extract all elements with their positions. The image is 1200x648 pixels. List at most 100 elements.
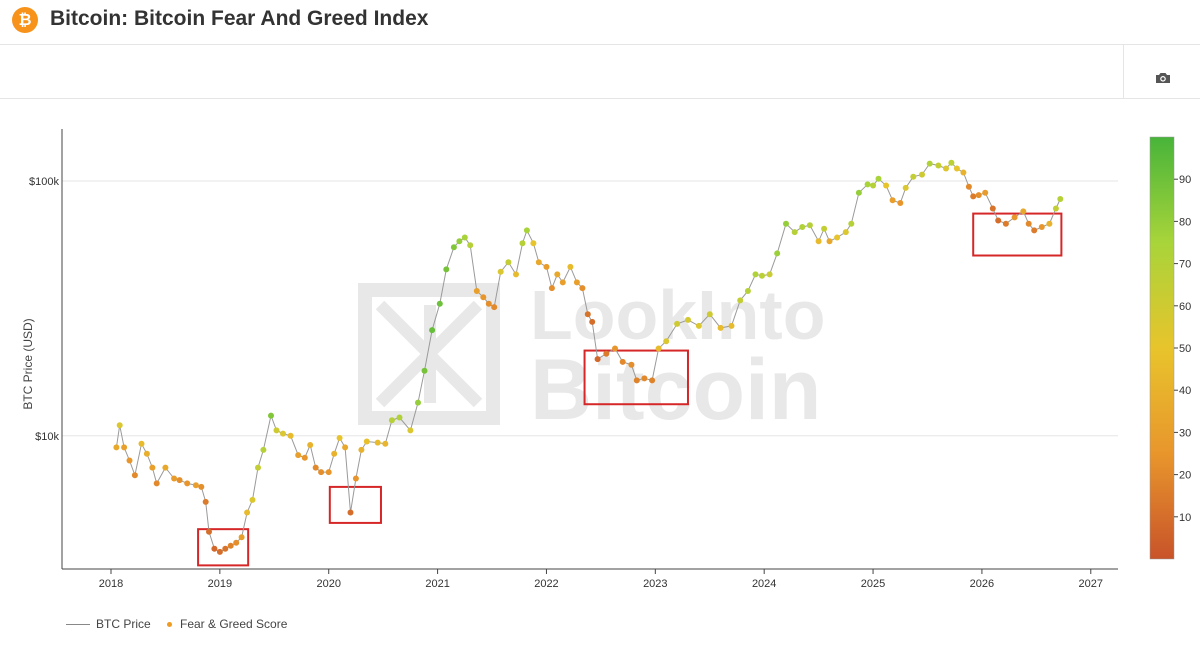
legend-label-btc-price: BTC Price xyxy=(96,617,151,631)
fear-greed-point xyxy=(149,464,156,471)
x-tick-label: 2018 xyxy=(99,578,123,590)
fear-greed-point xyxy=(943,165,949,172)
fear-greed-point xyxy=(806,222,813,229)
fear-greed-point xyxy=(268,412,274,419)
chart-gridlines xyxy=(62,180,1118,437)
fear-greed-point xyxy=(612,345,618,352)
fear-greed-point xyxy=(342,444,349,451)
fear-greed-point xyxy=(902,184,909,191)
fear-greed-point xyxy=(513,271,519,278)
fear-greed-point xyxy=(287,432,294,439)
bitcoin-logo-icon: ₿ xyxy=(12,7,38,33)
fear-greed-point xyxy=(407,427,414,434)
fear-greed-point xyxy=(717,324,724,331)
fear-greed-point xyxy=(1011,214,1018,221)
colorbar-tick-label: 80 xyxy=(1179,216,1191,228)
fear-greed-point xyxy=(131,472,138,479)
fear-greed-point xyxy=(202,498,209,505)
colorbar-gradient xyxy=(1149,136,1175,560)
fear-greed-point xyxy=(325,469,332,476)
fear-greed-point xyxy=(450,244,457,251)
fear-greed-point xyxy=(889,197,896,204)
fear-greed-point xyxy=(975,192,982,199)
fear-greed-point xyxy=(211,545,218,552)
fear-greed-point xyxy=(791,229,798,236)
fear-greed-point xyxy=(548,285,555,292)
fear-greed-point xyxy=(443,266,450,273)
fear-greed-point xyxy=(752,271,759,278)
fear-greed-point xyxy=(774,250,781,257)
fear-greed-point xyxy=(388,417,395,424)
fear-greed-point xyxy=(919,171,925,178)
y-axis-title: BTC Price (USD) xyxy=(21,318,35,409)
colorbar-tick-label: 30 xyxy=(1179,427,1191,439)
fear-greed-point xyxy=(559,279,566,286)
fear-greed-point xyxy=(826,238,833,245)
y-tick-label: $10k xyxy=(35,431,59,443)
fear-greed-point xyxy=(834,234,841,241)
fear-greed-point xyxy=(855,189,862,196)
fear-greed-point xyxy=(897,200,904,206)
y-tick-label: $100k xyxy=(29,176,59,188)
fear-greed-point xyxy=(436,300,443,307)
fear-greed-point xyxy=(744,288,751,294)
fear-greed-point xyxy=(138,440,145,447)
fear-greed-point xyxy=(473,288,480,294)
highlight-box xyxy=(972,212,1063,257)
legend-item-btc-price[interactable]: BTC Price xyxy=(66,617,151,631)
fear-greed-point xyxy=(1057,196,1064,202)
fear-greed-point xyxy=(543,263,550,270)
fear-greed-point xyxy=(415,399,421,406)
fear-greed-point xyxy=(821,225,828,232)
fear-greed-point xyxy=(374,439,381,446)
fear-greed-point xyxy=(641,375,648,382)
colorbar-tick-label: 20 xyxy=(1179,470,1191,482)
fear-greed-point xyxy=(970,193,977,200)
fear-greed-point xyxy=(429,327,436,334)
chart-axes: $10k $100k 2018 2019 2020 2021 2022 2023 2024 202… xyxy=(29,129,1118,590)
fear-greed-point xyxy=(1052,205,1059,212)
x-tick-label: 2021 xyxy=(425,578,449,590)
fear-greed-point xyxy=(331,450,338,457)
fear-greed-point xyxy=(312,464,319,471)
highlight-box xyxy=(328,485,382,524)
fear-greed-point xyxy=(421,367,428,374)
fear-greed-point xyxy=(491,304,498,311)
fear-greed-point xyxy=(273,427,280,434)
colorbar-tick-label: 50 xyxy=(1179,343,1191,355)
fear-greed-point xyxy=(864,181,871,188)
legend-line-icon xyxy=(66,624,90,626)
fear-greed-point xyxy=(244,509,251,516)
fear-greed-point xyxy=(759,272,765,279)
fear-greed-point xyxy=(766,271,773,278)
fear-greed-point xyxy=(143,450,150,457)
fear-greed-point xyxy=(336,435,343,441)
x-tick-label: 2019 xyxy=(208,578,232,590)
fear-greed-point xyxy=(1020,208,1027,215)
fear-greed-point xyxy=(655,345,662,352)
legend-item-fear-greed[interactable]: Fear & Greed Score xyxy=(161,617,287,631)
fear-greed-point xyxy=(1046,220,1053,227)
watermark: LookInto Bitcoin xyxy=(358,276,825,438)
fear-greed-point xyxy=(519,240,526,247)
highlight-boxes xyxy=(197,212,1063,567)
fear-greed-point xyxy=(396,414,403,421)
fear-greed-point xyxy=(783,220,789,227)
camera-icon[interactable] xyxy=(1155,72,1171,84)
fear-greed-point xyxy=(307,442,314,448)
fear-greed-point xyxy=(799,224,806,230)
fear-greed-point xyxy=(883,182,890,189)
page-header: ₿ Bitcoin: Bitcoin Fear And Greed Index xyxy=(0,0,1200,45)
fear-greed-point xyxy=(238,534,245,541)
colorbar-tick-label: 70 xyxy=(1179,259,1191,271)
colorbar-tick-label: 40 xyxy=(1179,385,1191,397)
colorbar: 10 20 30 40 50 60 70 80 90 xyxy=(1149,136,1191,560)
x-tick-label: 2025 xyxy=(861,578,885,590)
fear-greed-point xyxy=(649,377,656,384)
fear-greed-point xyxy=(260,446,267,453)
fear-greed-point xyxy=(875,175,882,182)
fear-greed-point xyxy=(848,220,855,227)
fear-greed-point xyxy=(1025,220,1032,227)
colorbar-tick-label: 60 xyxy=(1179,301,1191,313)
